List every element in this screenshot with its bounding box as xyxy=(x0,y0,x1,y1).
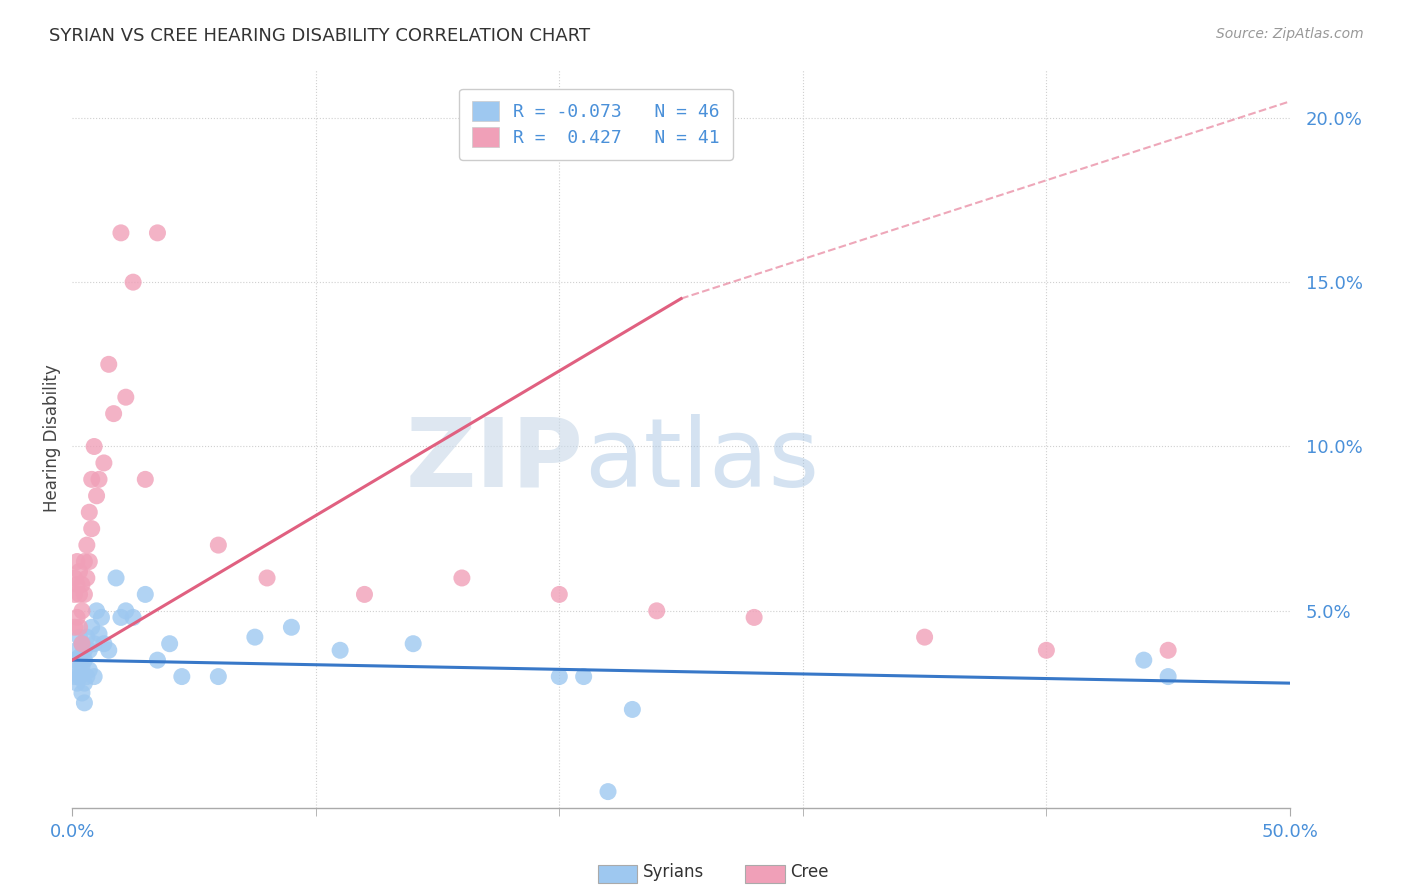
Point xyxy=(103,407,125,421)
Point xyxy=(73,643,96,657)
Point xyxy=(93,637,115,651)
Point xyxy=(63,669,86,683)
Point xyxy=(114,390,136,404)
Point xyxy=(80,522,103,536)
Point xyxy=(280,620,302,634)
Point xyxy=(93,456,115,470)
Point xyxy=(76,538,98,552)
Point xyxy=(87,472,110,486)
Point xyxy=(159,637,181,651)
Point xyxy=(353,587,375,601)
Point xyxy=(110,226,132,240)
Point xyxy=(77,643,100,657)
Point xyxy=(70,686,93,700)
Point xyxy=(66,577,89,591)
Point xyxy=(83,669,105,683)
Point xyxy=(66,676,89,690)
Point xyxy=(69,620,91,634)
Point xyxy=(914,630,936,644)
Point xyxy=(572,669,595,683)
Point xyxy=(90,610,112,624)
Point xyxy=(207,538,229,552)
Point xyxy=(73,696,96,710)
Point xyxy=(122,610,145,624)
Point xyxy=(69,649,91,664)
Text: SYRIAN VS CREE HEARING DISABILITY CORRELATION CHART: SYRIAN VS CREE HEARING DISABILITY CORREL… xyxy=(49,27,591,45)
Point xyxy=(73,555,96,569)
Point xyxy=(110,610,132,624)
Point xyxy=(66,610,89,624)
Point xyxy=(73,587,96,601)
Point xyxy=(329,643,352,657)
Point xyxy=(66,663,89,677)
Text: Source: ZipAtlas.com: Source: ZipAtlas.com xyxy=(1216,27,1364,41)
Text: ZIP: ZIP xyxy=(406,414,583,507)
Text: atlas: atlas xyxy=(583,414,818,507)
Point xyxy=(80,472,103,486)
Point xyxy=(70,577,93,591)
Point xyxy=(83,440,105,454)
Point xyxy=(70,604,93,618)
Point xyxy=(256,571,278,585)
Text: Cree: Cree xyxy=(790,863,828,881)
Point xyxy=(742,610,765,624)
Point xyxy=(645,604,668,618)
Point xyxy=(76,669,98,683)
Point xyxy=(73,676,96,690)
Point xyxy=(70,637,93,651)
Point xyxy=(69,587,91,601)
Text: Syrians: Syrians xyxy=(643,863,704,881)
Point xyxy=(548,587,571,601)
Point xyxy=(63,571,86,585)
Point xyxy=(402,637,425,651)
Point xyxy=(70,659,93,673)
Point xyxy=(80,620,103,634)
Point xyxy=(97,357,120,371)
Point xyxy=(69,565,91,579)
Point xyxy=(63,587,86,601)
Legend: R = -0.073   N = 46, R =  0.427   N = 41: R = -0.073 N = 46, R = 0.427 N = 41 xyxy=(460,88,733,160)
Point xyxy=(69,630,91,644)
Point xyxy=(1157,643,1180,657)
Point xyxy=(70,637,93,651)
Point xyxy=(114,604,136,618)
Point xyxy=(134,472,156,486)
Point xyxy=(77,555,100,569)
Point xyxy=(1133,653,1156,667)
Y-axis label: Hearing Disability: Hearing Disability xyxy=(44,365,60,512)
Point xyxy=(1035,643,1057,657)
Point xyxy=(73,653,96,667)
Point xyxy=(97,643,120,657)
Point xyxy=(86,489,108,503)
Point xyxy=(1157,669,1180,683)
Point xyxy=(134,587,156,601)
Point xyxy=(83,637,105,651)
Point xyxy=(86,604,108,618)
Point xyxy=(243,630,266,644)
Point xyxy=(66,643,89,657)
Point xyxy=(146,226,169,240)
Point xyxy=(76,571,98,585)
Point xyxy=(76,630,98,644)
Point xyxy=(105,571,128,585)
Point xyxy=(87,627,110,641)
Point xyxy=(170,669,193,683)
Point xyxy=(122,275,145,289)
Point xyxy=(66,555,89,569)
Point xyxy=(63,620,86,634)
Point xyxy=(207,669,229,683)
Point xyxy=(63,653,86,667)
Point xyxy=(77,505,100,519)
Point xyxy=(621,702,644,716)
Point xyxy=(69,669,91,683)
Point xyxy=(451,571,474,585)
Point xyxy=(77,663,100,677)
Point xyxy=(596,784,619,798)
Point xyxy=(146,653,169,667)
Point xyxy=(548,669,571,683)
